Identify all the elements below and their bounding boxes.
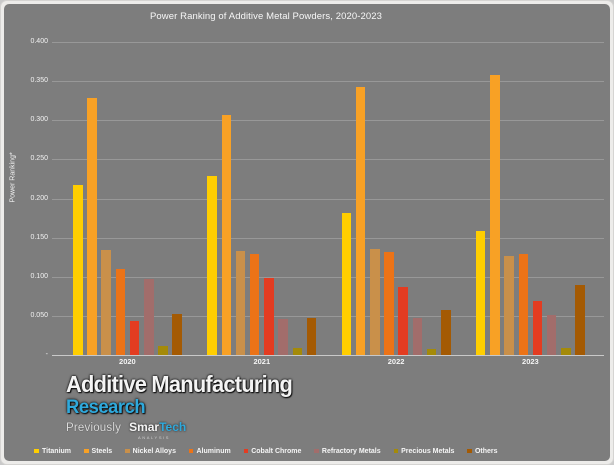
logo-previously-label: Previously	[66, 422, 122, 434]
bar-precious-metals-2021	[292, 348, 302, 355]
gridline	[52, 81, 604, 82]
bar-refractory-metals-2020	[144, 279, 154, 355]
legend-item-cobalt-chrome: Cobalt Chrome	[243, 447, 302, 455]
legend-label: Aluminum	[196, 447, 231, 455]
bar-refractory-metals-2021	[278, 319, 288, 355]
legend-item-others: Others	[467, 447, 498, 455]
bar-refractory-metals-2022	[412, 318, 423, 355]
x-axis-label-2022: 2022	[387, 357, 405, 366]
x-axis-label-2020: 2020	[119, 357, 136, 366]
gridline	[52, 42, 604, 43]
legend-label: Others	[474, 447, 498, 455]
legend-swatch-icon	[393, 448, 399, 454]
gridline	[52, 120, 604, 121]
bar-nickel-alloys-2023	[504, 256, 514, 355]
legend-item-refractory-metals: Refractory Metals	[314, 447, 381, 455]
legend: Titanium Steels Nickel Alloys Aluminum Cobal…	[4, 445, 528, 457]
gridline	[52, 355, 604, 356]
y-tick-label: 0.150	[30, 234, 48, 241]
bar-cobalt-chrome-2021	[264, 278, 274, 355]
bar-precious-metals-2020	[158, 345, 168, 355]
bar-cobalt-chrome-2020	[129, 320, 140, 355]
logo-smartech-smar: Smar	[129, 420, 160, 434]
plot-area	[52, 42, 604, 356]
legend-item-precious-metals: Precious Metals	[393, 447, 455, 455]
legend-swatch-icon	[467, 448, 472, 454]
bar-others-2020	[172, 313, 182, 355]
y-tick-label: 0.250	[30, 155, 48, 162]
logo-smartech-wordmark: SmarTech	[129, 421, 186, 433]
bar-steels-2021	[221, 114, 231, 355]
logo-subtitle: Research	[66, 397, 146, 418]
bar-steels-2022	[355, 86, 366, 355]
bar-titanium-2021	[207, 175, 217, 355]
bar-precious-metals-2023	[561, 348, 571, 355]
bar-aluminum-2023	[518, 254, 528, 355]
bar-steels-2023	[490, 74, 500, 355]
gridline	[52, 316, 604, 317]
bar-titanium-2020	[73, 185, 83, 355]
legend-label: Precious Metals	[401, 447, 455, 455]
bar-aluminum-2021	[249, 254, 260, 355]
bar-chart: Power Ranking of Additive Metal Powders,…	[4, 4, 610, 461]
bar-nickel-alloys-2022	[370, 248, 380, 355]
bar-titanium-2023	[475, 230, 486, 355]
bar-nickel-alloys-2020	[101, 250, 111, 355]
gridline	[52, 277, 604, 278]
x-axis-label-2023: 2023	[522, 357, 539, 366]
y-tick-label: 0.300	[30, 116, 48, 123]
am-research-logo: Additive Manufacturing Research Previous…	[66, 373, 304, 440]
bar-others-2023	[575, 285, 585, 355]
legend-swatch-icon	[34, 448, 39, 454]
logo-analysis-label: ANALYSIS	[138, 434, 171, 440]
bar-cobalt-chrome-2023	[532, 301, 543, 355]
bar-aluminum-2022	[384, 251, 394, 355]
legend-swatch-icon	[125, 448, 130, 454]
legend-swatch-icon	[84, 448, 89, 454]
legend-swatch-icon	[314, 448, 319, 454]
bar-others-2022	[441, 309, 451, 355]
y-tick-label: -	[45, 351, 48, 358]
logo-previously-row: Previously SmarTech	[66, 421, 304, 435]
bar-cobalt-chrome-2022	[398, 286, 408, 355]
gridline	[52, 159, 604, 160]
y-tick-label: 0.050	[30, 312, 48, 319]
legend-label: Cobalt Chrome	[251, 447, 302, 455]
legend-item-steels: Steels	[84, 448, 112, 455]
legend-label: Nickel Alloys	[132, 447, 176, 455]
gridline	[52, 199, 604, 200]
legend-item-titanium: Titanium	[34, 448, 71, 455]
chart-title: Power Ranking of Additive Metal Powders,…	[149, 11, 383, 22]
bar-titanium-2022	[341, 212, 352, 355]
y-tick-label: 0.100	[30, 273, 48, 280]
y-tick-label: 0.400	[30, 38, 48, 45]
legend-label: Refractory Metals	[321, 447, 381, 455]
bar-refractory-metals-2023	[546, 315, 557, 355]
bar-steels-2020	[87, 98, 97, 355]
gridline	[52, 238, 604, 239]
legend-item-aluminum: Aluminum	[188, 447, 231, 455]
y-tick-label: 0.200	[30, 195, 48, 202]
logo-smartech-tech: Tech	[159, 420, 187, 434]
x-axis-label-2021: 2021	[253, 357, 271, 366]
bar-precious-metals-2022	[426, 348, 437, 355]
bar-aluminum-2020	[115, 268, 126, 355]
legend-swatch-icon	[243, 448, 249, 454]
logo-title: Additive Manufacturing	[66, 371, 293, 397]
legend-label: Steels	[91, 447, 113, 455]
legend-swatch-icon	[188, 448, 194, 454]
legend-label: Titanium	[41, 447, 72, 455]
bar-others-2021	[306, 318, 317, 355]
bar-nickel-alloys-2021	[235, 250, 246, 355]
legend-item-nickel-alloys: Nickel Alloys	[125, 448, 176, 455]
y-tick-label: 0.350	[30, 77, 48, 84]
